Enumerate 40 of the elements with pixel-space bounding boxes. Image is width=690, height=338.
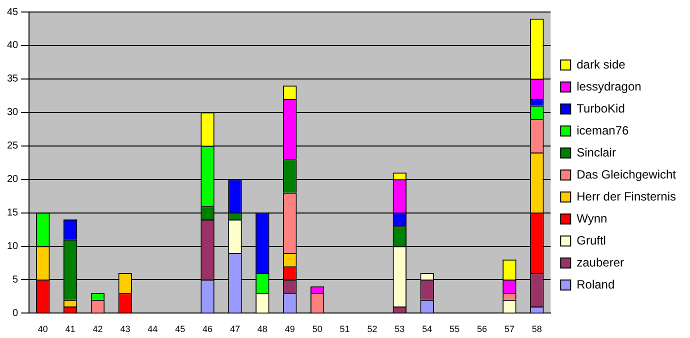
x-tick-label: 46 xyxy=(202,324,213,334)
legend-label: Sinclair xyxy=(576,145,616,160)
legend-label: Das Gleichgewicht xyxy=(576,167,677,182)
legend-label: Gruftl xyxy=(576,233,606,248)
x-tick-label: 43 xyxy=(120,324,130,334)
x-tick-label: 58 xyxy=(532,324,542,334)
y-tick-label: 35 xyxy=(7,74,19,85)
x-tick-label: 57 xyxy=(504,324,514,334)
x-tick-label: 50 xyxy=(312,324,322,334)
y-tick-label: 45 xyxy=(7,6,19,18)
x-tick-label: 51 xyxy=(340,324,350,334)
legend-label: iceman76 xyxy=(576,123,629,138)
legend-label: Wynn xyxy=(576,211,608,226)
y-tick-label: 10 xyxy=(7,241,19,252)
x-tick-label: 52 xyxy=(367,324,378,334)
x-tick-label: 42 xyxy=(92,324,103,334)
x-tick-label: 56 xyxy=(477,324,488,334)
legend-label: dark side xyxy=(576,57,626,72)
y-tick-label: 0 xyxy=(12,308,19,319)
legend-label: Herr der Finsternis xyxy=(576,189,676,204)
legend-label: zauberer xyxy=(576,255,624,270)
legend-label: TurboKid xyxy=(576,101,625,116)
x-tick-label: 53 xyxy=(394,324,405,334)
legend-label: Roland xyxy=(576,277,615,292)
x-tick-label: 49 xyxy=(284,324,295,334)
y-tick-label: 40 xyxy=(7,40,19,52)
x-tick-label: 48 xyxy=(257,324,268,334)
y-tick-label: 25 xyxy=(7,140,19,152)
y-tick-label: 30 xyxy=(7,107,19,118)
y-tick-label: 5 xyxy=(12,274,19,286)
legend-label: lessydragon xyxy=(576,79,642,94)
x-tick-label: 40 xyxy=(38,324,48,334)
x-tick-label: 47 xyxy=(230,324,240,334)
y-tick-label: 15 xyxy=(7,208,19,219)
x-tick-label: 44 xyxy=(148,324,158,334)
y-tick-label: 20 xyxy=(7,174,19,186)
x-tick-label: 45 xyxy=(175,324,186,334)
x-tick-label: 41 xyxy=(65,324,76,334)
x-tick-label: 54 xyxy=(422,324,432,334)
x-tick-label: 55 xyxy=(450,324,460,334)
